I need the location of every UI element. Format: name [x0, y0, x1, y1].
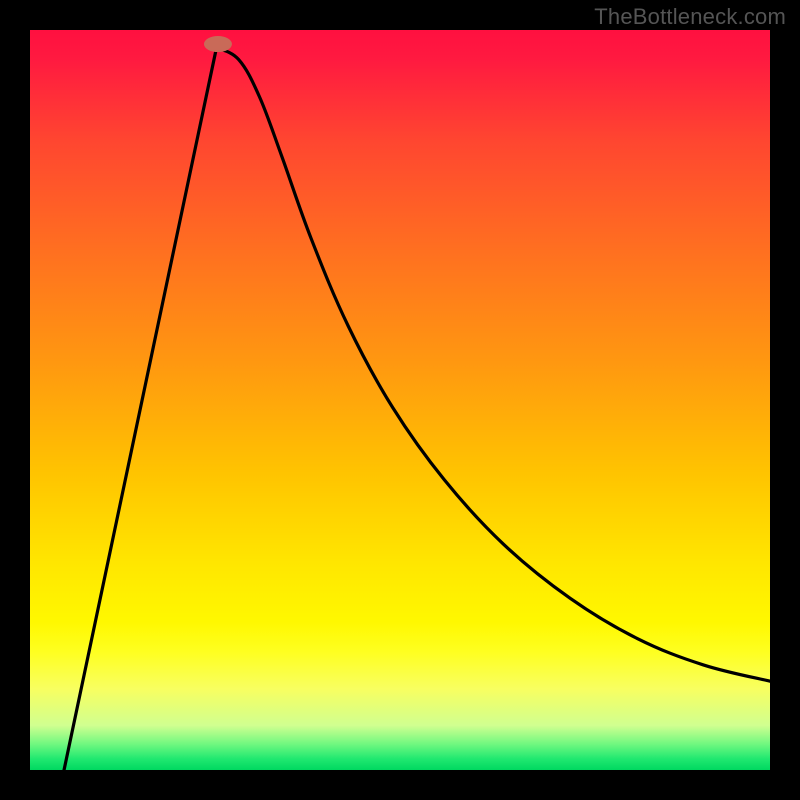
watermark-text: TheBottleneck.com: [594, 4, 786, 30]
bottleneck-chart: [0, 0, 800, 800]
chart-container: TheBottleneck.com: [0, 0, 800, 800]
optimal-marker: [204, 36, 232, 52]
